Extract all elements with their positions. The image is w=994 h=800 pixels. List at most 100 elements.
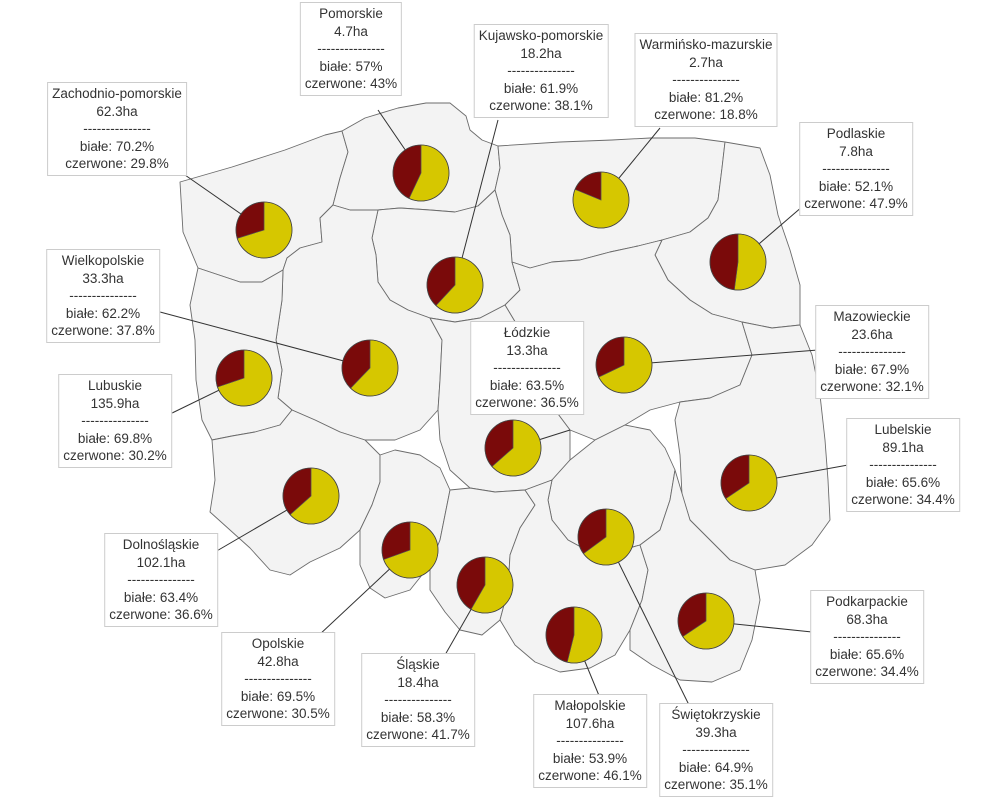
region-area: 13.3ha: [506, 342, 548, 358]
czerwone-share: czerwone: 46.1%: [538, 768, 642, 783]
label-slaskie: Śląskie 18.4ha --------------- białe: 58.3%…: [361, 653, 475, 747]
label-swietokrzyskie: Świętokrzyskie 39.3ha --------------- białe…: [659, 703, 773, 797]
separator: ---------------: [83, 121, 151, 136]
pie-opolskie: [381, 521, 439, 579]
separator: ---------------: [127, 572, 195, 587]
region-name: Świętokrzyskie: [671, 707, 761, 722]
biale-share: białe: 81.2%: [668, 89, 744, 105]
czerwone-share: czerwone: 32.1%: [820, 379, 924, 394]
biale-share: białe: 57%: [319, 58, 383, 74]
region-area: 39.3ha: [695, 724, 737, 740]
region-area: 18.2ha: [520, 45, 562, 61]
region-name: Lubuskie: [87, 378, 143, 393]
pie-lubuskie: [215, 349, 273, 407]
czerwone-share: czerwone: 47.9%: [804, 196, 908, 211]
czerwone-share: czerwone: 30.5%: [226, 706, 330, 721]
region-name: Podkarpackie: [826, 594, 908, 609]
pie-lubelskie: [720, 454, 778, 512]
pie-lodzkie: [484, 419, 542, 477]
pie-outline: [341, 339, 399, 397]
czerwone-share: czerwone: 41.7%: [366, 727, 470, 742]
label-zachodnio-pomorskie: Zachodnio-pomorskie 62.3ha ---------------…: [47, 82, 187, 176]
pie-outline: [215, 349, 273, 407]
pie-outline: [381, 521, 439, 579]
biale-share: białe: 65.6%: [865, 474, 941, 490]
pie-mazowieckie: [595, 336, 653, 394]
region-area: 135.9ha: [90, 395, 140, 411]
label-mazowieckie: Mazowieckie 23.6ha --------------- białe: 6…: [815, 305, 929, 399]
region-name: Dolnośląskie: [122, 537, 200, 552]
region-name: Warmińsko-mazurskie: [639, 37, 773, 52]
separator: ---------------: [682, 742, 750, 757]
pie-zachodnio-pomorskie: [235, 201, 293, 259]
biale-share: białe: 64.9%: [678, 759, 754, 775]
separator: ---------------: [244, 671, 312, 686]
separator: ---------------: [822, 161, 890, 176]
region-area: 107.6ha: [565, 715, 615, 731]
pie-outline: [720, 454, 778, 512]
czerwone-share: czerwone: 18.8%: [654, 107, 758, 122]
region-name: Łódzkie: [503, 325, 551, 340]
leader-line-wielkopolskie: [159, 311, 371, 369]
pie-kujawsko-pomorskie: [426, 256, 484, 314]
region-name: Opolskie: [251, 636, 305, 651]
separator: ---------------: [838, 344, 906, 359]
separator: ---------------: [869, 457, 937, 472]
region-area: 23.6ha: [851, 326, 893, 342]
region-name: Małopolskie: [554, 698, 626, 713]
pie-outline: [235, 201, 293, 259]
label-dolnoslaskie: Dolnośląskie 102.1ha --------------- białe:…: [104, 533, 218, 627]
separator: ---------------: [672, 72, 740, 87]
separator: ---------------: [69, 288, 137, 303]
region-name: Śląskie: [396, 657, 440, 672]
pie-dolnoslaskie: [282, 467, 340, 525]
label-wielkopolskie: Wielkopolskie 33.3ha --------------- białe:…: [46, 249, 160, 343]
pie-swietokrzyskie: [577, 508, 635, 566]
label-pomorskie: Pomorskie 4.7ha --------------- białe: 57% c…: [299, 2, 403, 96]
pie-outline: [426, 256, 484, 314]
region-area: 33.3ha: [82, 270, 124, 286]
label-lubuskie: Lubuskie 135.9ha --------------- białe: 69.…: [58, 374, 172, 468]
pie-charts: [215, 144, 778, 664]
region-name: Mazowieckie: [833, 309, 911, 324]
region-area: 102.1ha: [136, 554, 186, 570]
region-area: 7.8ha: [839, 143, 873, 159]
pie-pomorskie: [392, 144, 450, 202]
pie-slaskie: [456, 556, 514, 614]
czerwone-share: czerwone: 34.4%: [851, 492, 955, 507]
pie-malopolskie: [545, 606, 603, 664]
biale-share: białe: 69.5%: [240, 688, 316, 704]
czerwone-share: czerwone: 30.2%: [63, 448, 167, 463]
region-area: 68.3ha: [846, 611, 888, 627]
region-name: Pomorskie: [319, 6, 383, 21]
label-lodzkie: Łódzkie 13.3ha --------------- białe: 63.5%…: [470, 321, 584, 415]
separator: ---------------: [384, 692, 452, 707]
pie-podkarpackie: [677, 592, 735, 650]
pie-outline: [577, 508, 635, 566]
biale-share: białe: 65.6%: [829, 646, 905, 662]
region-name: Wielkopolskie: [61, 253, 145, 268]
biale-share: białe: 70.2%: [79, 138, 155, 154]
leader-line-swietokrzyskie: [605, 536, 691, 708]
biale-share: białe: 63.5%: [489, 377, 565, 393]
region-area: 18.4ha: [397, 674, 439, 690]
pie-outline: [709, 233, 767, 291]
biale-share: białe: 53.9%: [552, 750, 628, 766]
region-name: Lubelskie: [874, 422, 932, 437]
separator: ---------------: [507, 63, 575, 78]
region-name: Zachodnio-pomorskie: [52, 86, 182, 101]
region-area: 89.1ha: [882, 439, 924, 455]
pie-outline: [595, 336, 653, 394]
pie-outline: [392, 144, 450, 202]
czerwone-share: czerwone: 37.8%: [51, 323, 155, 338]
label-podkarpackie: Podkarpackie 68.3ha --------------- białe: …: [810, 590, 924, 684]
separator: ---------------: [556, 733, 624, 748]
region-area: 4.7ha: [334, 23, 368, 39]
label-warminsko-mazurskie: Warmińsko-mazurskie 2.7ha --------------- b…: [634, 33, 778, 127]
label-malopolskie: Małopolskie 107.6ha --------------- białe: …: [533, 694, 647, 788]
czerwone-share: czerwone: 36.5%: [475, 395, 579, 410]
separator: ---------------: [493, 360, 561, 375]
region-name: Podlaskie: [826, 126, 886, 141]
czerwone-share: czerwone: 35.1%: [664, 777, 768, 792]
